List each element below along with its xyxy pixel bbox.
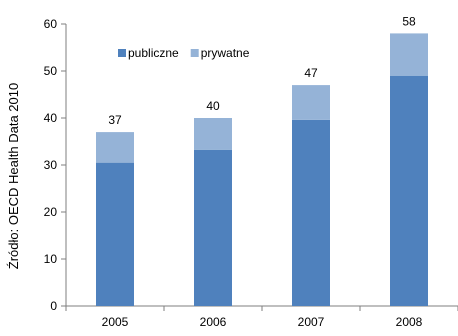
y-tick-label: 30 — [44, 158, 58, 172]
bars — [96, 33, 428, 306]
bar-prywatne-2006 — [194, 118, 232, 150]
bar-prywatne-2005 — [96, 132, 134, 163]
bar-publiczne-2005 — [96, 162, 134, 306]
y-tick-label: 0 — [50, 299, 57, 313]
y-tick-label: 10 — [44, 252, 58, 266]
bar-total-label: 58 — [402, 14, 416, 28]
labels: 37 2005 40 2006 47 2007 58 2008 — [102, 14, 423, 329]
legend-label-publiczne: publiczne — [128, 46, 179, 60]
y-tick-label: 40 — [44, 111, 58, 125]
legend: publiczne prywatne — [118, 46, 250, 60]
bar-publiczne-2008 — [390, 75, 428, 306]
bar-prywatne-2008 — [390, 33, 428, 76]
legend-swatch-publiczne — [118, 49, 126, 57]
x-tick-label: 2007 — [298, 315, 325, 329]
x-tick-label: 2008 — [396, 315, 423, 329]
bar-total-label: 47 — [304, 66, 318, 80]
x-tick-label: 2006 — [200, 315, 227, 329]
legend-swatch-prywatne — [190, 49, 199, 57]
bar-total-label: 37 — [108, 113, 122, 127]
y-tick-label: 60 — [44, 17, 58, 31]
bar-prywatne-2007 — [292, 85, 330, 120]
y-axis-label: Źródło: OECD Health Data 2010 — [6, 83, 21, 269]
legend-label-prywatne: prywatne — [201, 46, 250, 60]
bar-publiczne-2007 — [292, 119, 330, 306]
x-tick-label: 2005 — [102, 315, 129, 329]
y-tick-label: 20 — [44, 205, 58, 219]
bar-publiczne-2006 — [194, 149, 232, 306]
clipped-title-strip — [0, 0, 458, 12]
bar-total-label: 40 — [206, 99, 220, 113]
y-tick-label: 50 — [44, 64, 58, 78]
